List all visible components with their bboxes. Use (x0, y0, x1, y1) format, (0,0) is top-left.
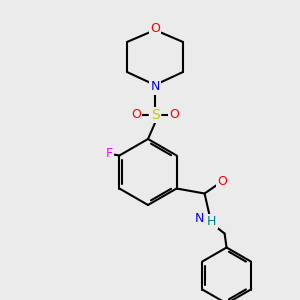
Text: O: O (169, 109, 179, 122)
Text: H: H (207, 215, 216, 228)
Text: N: N (150, 80, 160, 94)
Text: O: O (218, 175, 227, 188)
Text: F: F (106, 147, 113, 160)
Text: N: N (195, 212, 204, 225)
Text: S: S (151, 108, 159, 122)
Text: O: O (150, 22, 160, 34)
Text: O: O (131, 109, 141, 122)
